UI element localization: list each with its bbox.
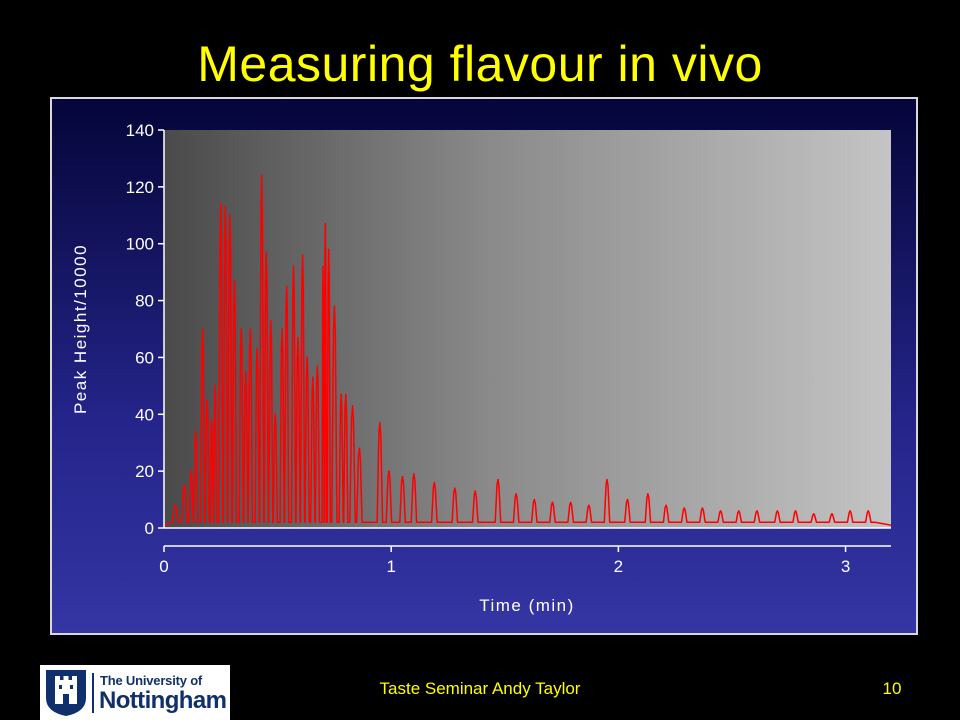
peak-point (533, 498, 536, 501)
peak-point (249, 328, 252, 330)
x-tick-label: 2 (614, 557, 623, 576)
peak-point (201, 328, 204, 330)
peak-point (274, 413, 277, 416)
peak-point (647, 493, 649, 495)
chart-panel: 0 20 40 60 80 100 120 140 0 1 2 3 Peak Height/10000… (50, 97, 918, 635)
peak-point (224, 206, 227, 208)
peak-point (260, 174, 263, 177)
y-tick-label: 60 (135, 348, 154, 367)
peak-point (322, 265, 324, 268)
peak-point (776, 510, 779, 512)
peak-point (281, 328, 283, 330)
peak-point (245, 370, 247, 373)
y-tick-label: 20 (135, 462, 154, 481)
y-tick-label: 40 (135, 405, 154, 424)
x-tick-label: 3 (841, 557, 850, 576)
peak-point (256, 348, 258, 350)
peak-point (719, 510, 722, 512)
peak-point (240, 328, 242, 330)
logo-line-1: The University of (100, 673, 203, 688)
peak-point (454, 487, 456, 490)
peak-point (183, 484, 186, 487)
peak-point (324, 223, 327, 225)
logo-divider (92, 673, 94, 713)
peak-point (292, 265, 295, 268)
peak-point (867, 510, 870, 512)
peak-point (233, 279, 236, 282)
peak-point (588, 504, 590, 507)
peak-point (626, 498, 629, 501)
footer-text: Taste Seminar Andy Taylor (379, 679, 581, 698)
line-chart: 0 20 40 60 80 100 120 140 0 1 2 3 Peak Height/10000… (71, 121, 892, 615)
peak-point (569, 501, 572, 504)
peak-point (312, 376, 314, 379)
peak-point (551, 501, 554, 504)
peak-point (606, 478, 608, 481)
y-tick-label: 100 (126, 235, 154, 254)
peak-point (174, 504, 177, 507)
peak-point (285, 285, 288, 288)
peak-point (270, 319, 272, 322)
peak-point (665, 504, 667, 507)
peak-point (813, 513, 815, 515)
peak-point (306, 356, 308, 359)
peak-point (379, 422, 381, 424)
peak-point (433, 481, 436, 484)
peak-point (849, 510, 851, 512)
y-tick-label: 140 (126, 121, 154, 140)
peak-point (345, 393, 347, 396)
peak-point (316, 365, 319, 367)
peak-point (474, 490, 477, 492)
peak-point (497, 478, 499, 481)
peak-point (301, 254, 304, 256)
x-tick-label: 1 (386, 557, 395, 576)
peak-point (413, 473, 415, 475)
peak-point (701, 507, 704, 509)
y-tick-label: 120 (126, 178, 154, 197)
page-number: 10 (882, 679, 902, 698)
series-line (163, 174, 892, 526)
peak-point (210, 419, 213, 421)
peak-point (683, 507, 686, 509)
x-axis-label: Time (min) (479, 596, 575, 615)
y-axis-label: Peak Height/10000 (71, 244, 90, 414)
peak-point (333, 305, 336, 308)
y-tick-label: 80 (135, 292, 154, 311)
peak-point (358, 447, 361, 450)
peak-point (195, 430, 197, 433)
peak-point (190, 470, 193, 472)
peak-point (206, 399, 208, 401)
peak-point (220, 203, 222, 205)
peak-point (340, 393, 343, 396)
peak-point (401, 476, 404, 478)
castle-crest-icon (46, 670, 86, 716)
peak-point (794, 510, 797, 512)
peak-point (388, 470, 390, 472)
slide-title: Measuring flavour in vivo (197, 36, 763, 92)
peak-point (229, 214, 231, 217)
peak-point (738, 510, 740, 512)
peak-point (515, 493, 517, 495)
university-logo: The University of Nottingham (40, 665, 230, 720)
peak-point (214, 385, 216, 387)
peak-point (351, 405, 354, 407)
logo-line-2: Nottingham (99, 687, 227, 714)
x-tick-label: 0 (159, 557, 168, 576)
peak-point (297, 336, 299, 339)
peak-point (756, 510, 758, 512)
peak-point (831, 513, 833, 515)
peak-point (327, 248, 330, 251)
y-tick-label: 0 (145, 519, 154, 538)
peak-point (265, 251, 267, 253)
